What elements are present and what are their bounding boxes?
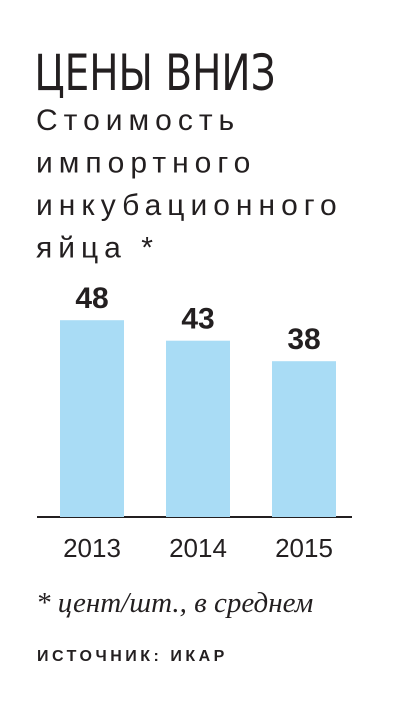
bar — [166, 340, 230, 517]
value-label: 48 — [75, 282, 108, 315]
subtitle-line: яйца * — [36, 232, 159, 265]
chart-title: ЦЕНЫ ВНИЗ — [34, 43, 275, 102]
x-tick-label: 2015 — [275, 533, 333, 563]
subtitle-line: импортного — [36, 147, 256, 180]
footnote: * цент/шт., в среднем — [36, 587, 313, 619]
bar — [272, 361, 336, 517]
x-tick-label: 2014 — [169, 533, 227, 563]
bar — [60, 320, 124, 517]
value-label: 43 — [181, 303, 214, 336]
x-tick-label: 2013 — [63, 533, 121, 563]
subtitle: Стоимость импортного инкубационного яйца * — [36, 104, 343, 265]
subtitle-line: инкубационного — [36, 189, 343, 222]
source: ИСТОЧНИК: ИКАР — [37, 648, 228, 665]
value-label: 38 — [287, 323, 320, 356]
subtitle-line: Стоимость — [36, 104, 240, 137]
